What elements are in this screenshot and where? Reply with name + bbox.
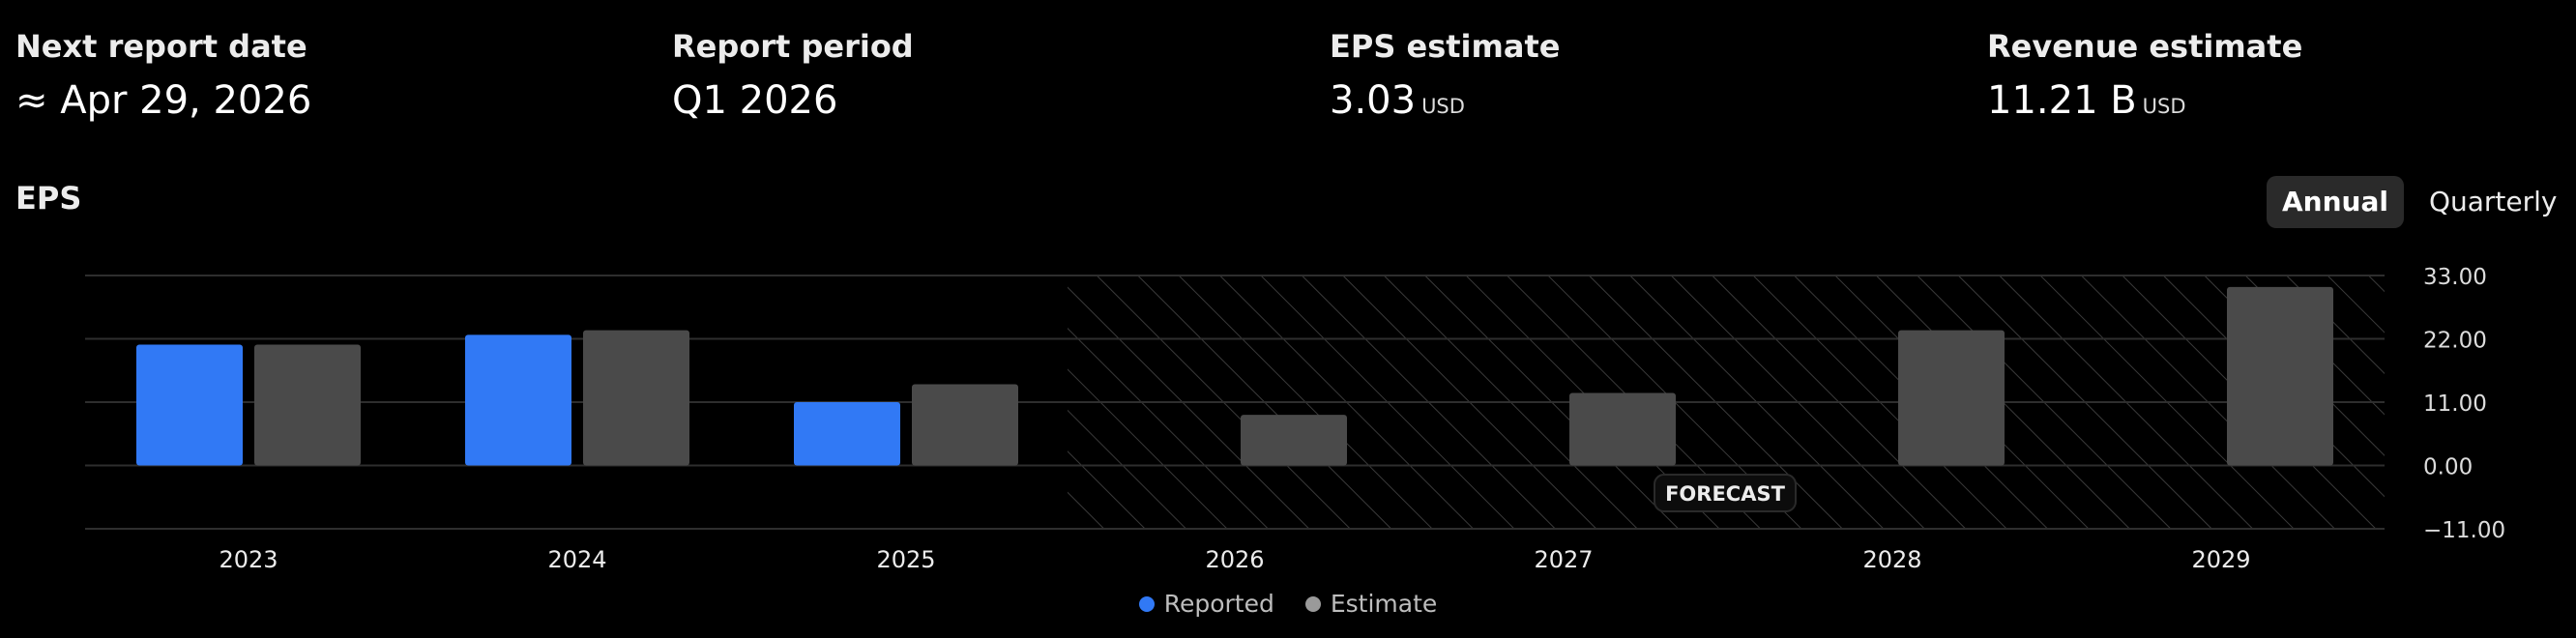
- x-tick-label: 2027: [1534, 546, 1593, 573]
- stat-label: Next report date: [15, 28, 307, 65]
- reported-dot-icon: [1138, 595, 1155, 612]
- stat-value: 3.03 USD: [1330, 75, 1560, 131]
- forecast-badge: [1654, 474, 1797, 512]
- period-toggle: Annual Quarterly: [2267, 176, 2573, 228]
- quarterly-toggle-button[interactable]: Quarterly: [2428, 186, 2558, 218]
- bar-reported[interactable]: [794, 402, 900, 466]
- stat-label: EPS estimate: [1330, 28, 1561, 65]
- x-tick-label: 2028: [1862, 546, 1921, 573]
- stat-eps-estimate: EPS estimate 3.03 USD: [1330, 25, 1560, 131]
- bar-estimate[interactable]: [912, 384, 1018, 466]
- bar-estimate[interactable]: [2227, 286, 2333, 466]
- legend-item-reported[interactable]: Reported: [1138, 590, 1274, 618]
- estimate-dot-icon: [1304, 595, 1321, 612]
- x-tick-label: 2026: [1205, 546, 1264, 573]
- stat-value-text: 11.21 B: [1987, 78, 2137, 123]
- bar-estimate[interactable]: [254, 344, 361, 466]
- bar-estimate[interactable]: [1241, 415, 1347, 466]
- forecast-label: FORECAST: [1665, 482, 1786, 506]
- eps-chart: 33.00 22.00 11.00 0.00 −11.00 2023 2024 2025 202…: [85, 265, 2505, 573]
- y-tick-label: 22.00: [2423, 329, 2487, 354]
- y-tick-label: −11.00: [2423, 518, 2505, 543]
- chart-legend: Reported Estimate: [0, 590, 2576, 618]
- bar-estimate[interactable]: [1898, 330, 2005, 466]
- legend-item-estimate[interactable]: Estimate: [1304, 590, 1438, 618]
- chart-title: EPS: [15, 180, 82, 217]
- legend-label: Reported: [1163, 590, 1274, 618]
- stat-value-text: ≈ Apr 29, 2026: [15, 78, 312, 123]
- y-tick-label: 33.00: [2423, 265, 2487, 290]
- bar-reported[interactable]: [136, 344, 243, 466]
- y-tick-label: 0.00: [2423, 455, 2473, 480]
- y-tick-label: 11.00: [2423, 392, 2487, 417]
- stat-label: Revenue estimate: [1987, 28, 2303, 65]
- legend-label: Estimate: [1330, 590, 1438, 618]
- stat-report-period: Report period Q1 2026: [672, 25, 914, 126]
- stat-value: ≈ Apr 29, 2026: [15, 75, 311, 126]
- stat-revenue-estimate: Revenue estimate 11.21 B USD: [1987, 25, 2302, 131]
- x-tick-label: 2024: [547, 546, 606, 573]
- stat-label: Report period: [672, 28, 914, 65]
- stat-value: 11.21 B USD: [1987, 75, 2302, 131]
- x-tick-label: 2029: [2191, 546, 2250, 573]
- stat-unit: USD: [1421, 95, 1465, 118]
- stat-value-text: Q1 2026: [672, 78, 838, 123]
- stat-value-text: 3.03: [1330, 78, 1417, 123]
- bar-reported[interactable]: [465, 334, 571, 466]
- annual-toggle-button[interactable]: Annual: [2267, 176, 2404, 228]
- bar-estimate[interactable]: [1569, 392, 1676, 466]
- stat-next-report-date: Next report date ≈ Apr 29, 2026: [15, 25, 311, 126]
- x-tick-label: 2025: [876, 546, 935, 573]
- x-tick-label: 2023: [219, 546, 278, 573]
- bar-estimate[interactable]: [583, 330, 689, 466]
- stat-value: Q1 2026: [672, 75, 914, 126]
- stat-unit: USD: [2142, 95, 2186, 118]
